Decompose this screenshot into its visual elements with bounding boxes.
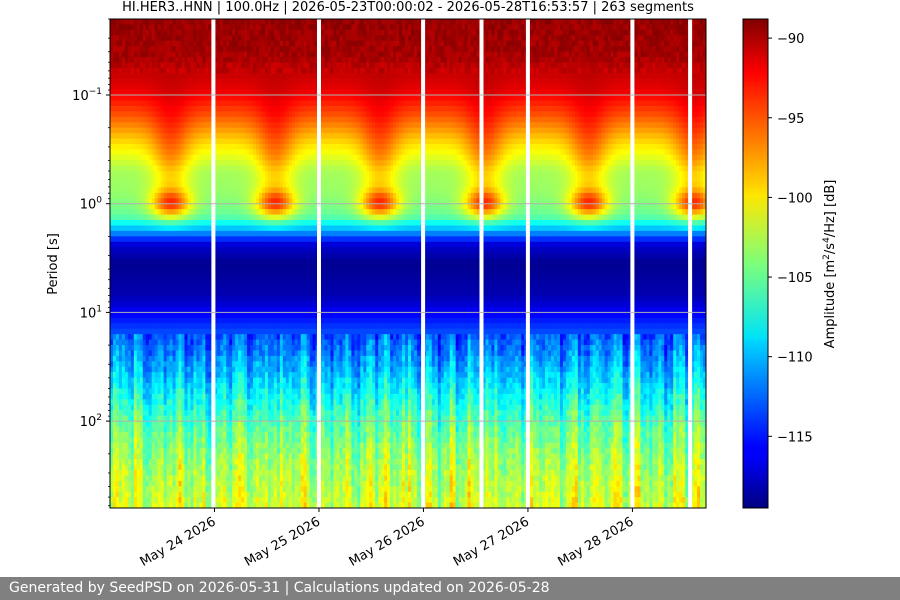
x-tick-label: May 25 2026 <box>242 514 323 569</box>
colorbar-tick-label: −95 <box>777 112 804 127</box>
y-tick-label: 102 <box>80 413 102 430</box>
colorbar <box>743 19 768 508</box>
gap-marker <box>317 19 321 508</box>
footer-text: Generated by SeedPSD on 2026-05-31 | Cal… <box>9 580 550 596</box>
colorbar-ticks: −90 −95 −100 −105 −110 −115 <box>768 32 813 445</box>
footer-bar: Generated by SeedPSD on 2026-05-31 | Cal… <box>0 577 900 600</box>
gap-marker <box>211 19 215 508</box>
x-axis: May 24 2026 May 25 2026 May 26 2026 May 27 … <box>138 508 637 570</box>
psd-heatmap <box>110 19 707 509</box>
y-axis-label: Period [s] <box>46 233 61 295</box>
colorbar-tick-label: −100 <box>777 191 813 206</box>
gap-marker <box>688 19 692 508</box>
y-tick-label: 10−1 <box>72 87 102 104</box>
colorbar-tick-label: −105 <box>777 271 813 286</box>
gap-marker <box>480 19 484 508</box>
y-tick-label: 101 <box>80 304 102 321</box>
x-tick-label: May 27 2026 <box>451 514 532 569</box>
x-tick-label: May 24 2026 <box>138 514 219 569</box>
y-tick-label: 100 <box>80 196 103 213</box>
gap-marker <box>421 19 425 508</box>
colorbar-label: Amplitude [m2/s4/Hz] [dB] <box>822 180 838 349</box>
x-tick-label: May 28 2026 <box>555 514 636 569</box>
colorbar-tick-label: −110 <box>777 351 813 366</box>
colorbar-tick-label: −90 <box>777 32 804 47</box>
gap-marker <box>526 19 530 508</box>
gap-marker <box>630 19 634 508</box>
chart-title: HI.HER3..HNN | 100.0Hz | 2026-05-23T00:0… <box>122 0 694 15</box>
y-axis: 10−1 100 101 102 <box>72 19 110 506</box>
colorbar-tick-label: −115 <box>777 430 813 445</box>
x-tick-label: May 26 2026 <box>347 514 428 569</box>
